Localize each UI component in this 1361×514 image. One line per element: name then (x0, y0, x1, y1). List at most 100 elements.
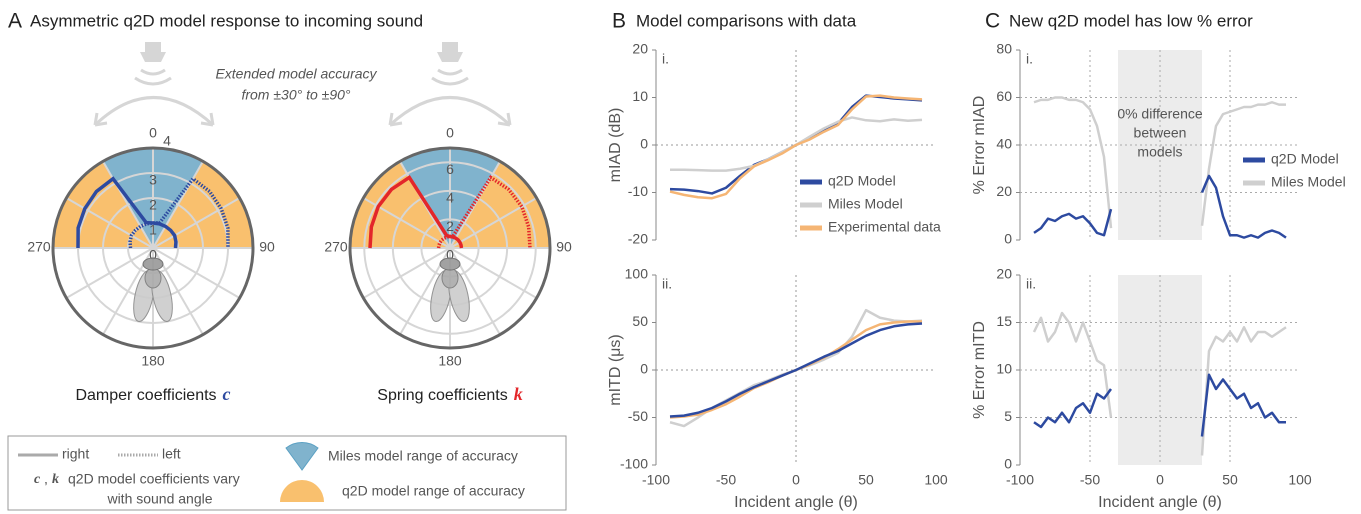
data-line (1033, 96, 1286, 229)
legend-text: q2D model coefficients vary (68, 471, 240, 487)
x-tick-label: 0 (1156, 472, 1164, 488)
legend-text: right (62, 446, 89, 462)
y-tick-label: -50 (628, 408, 648, 424)
panel-tag: ii. (662, 276, 672, 292)
y-tick-label: 60 (996, 88, 1012, 104)
data-line (669, 94, 923, 200)
y-tick-label: -10 (628, 183, 648, 199)
panel-label: C (985, 10, 1000, 33)
data-line (1033, 373, 1286, 437)
legend-label: Experimental data (828, 219, 941, 235)
y-tick-label: 0 (1004, 231, 1012, 247)
y-tick-label: -20 (628, 231, 648, 247)
legend-label: q2D Model (828, 173, 896, 189)
y-axis-label: % Error mITD (971, 321, 988, 419)
y-tick-label: 0 (640, 136, 648, 152)
symbol: k (52, 472, 59, 487)
annotation: between (1134, 125, 1187, 141)
legend-text: left (162, 446, 181, 462)
caption-text: Damper coefficients (75, 387, 216, 404)
radial-tick-label: 0 (149, 247, 157, 263)
angle-label: 180 (438, 353, 462, 369)
y-tick-label: 20 (632, 41, 648, 57)
x-axis-label: Incident angle (θ) (1098, 494, 1222, 511)
x-tick-label: 0 (792, 472, 800, 488)
angle-label: 270 (27, 239, 51, 255)
annotation: 0% difference (1117, 106, 1203, 122)
separator: , (44, 471, 48, 487)
speakers-and-arrows (93, 42, 512, 127)
y-tick-label: 0 (640, 361, 648, 377)
y-tick-label: 5 (1004, 408, 1012, 424)
panel-tag: ii. (1026, 276, 1036, 292)
fly-head (142, 257, 164, 271)
x-tick-label: -50 (716, 472, 736, 488)
legend-text: with sound angle (106, 491, 212, 507)
panel-title: New q2D model has low % error (1009, 11, 1253, 30)
radial-tick-label: 2 (446, 218, 454, 234)
q2d-icon (280, 480, 324, 502)
x-tick-label: -100 (642, 472, 670, 488)
annotation: Extended model accuracy (215, 66, 377, 82)
legend-label: Miles Model (1271, 174, 1346, 190)
annotation: models (1137, 144, 1182, 160)
y-tick-label: -100 (620, 456, 648, 472)
spoke (362, 247, 451, 299)
data-line (1033, 174, 1287, 239)
radial-grid (363, 161, 537, 335)
angle-label: 0 (446, 125, 454, 141)
panel-label: A (8, 10, 22, 33)
radial-tick-label: 0 (446, 247, 454, 263)
radial-grid (391, 189, 509, 307)
legend-text: q2D model range of accuracy (342, 483, 525, 499)
panel-title: Model comparisons with data (636, 11, 857, 30)
polar-frame (348, 146, 552, 350)
data-line (1032, 311, 1287, 456)
radial-tick-label: 4 (163, 133, 171, 149)
caption: Damper coefficients c (75, 384, 230, 404)
polar-frame (51, 146, 255, 350)
angle-label: 0 (149, 125, 157, 141)
x-tick-label: 100 (1288, 472, 1312, 488)
coefficient-curve (368, 175, 464, 249)
miles-icon (285, 442, 319, 471)
panel-tag: i. (662, 51, 669, 67)
y-tick-label: 10 (996, 361, 1012, 377)
symbol: k (514, 384, 523, 404)
y-axis-label: mITD (μs) (607, 334, 624, 405)
angle-label: 180 (141, 353, 165, 369)
x-tick-label: 50 (858, 472, 874, 488)
x-tick-label: -50 (1080, 472, 1100, 488)
x-tick-label: 100 (924, 472, 948, 488)
x-tick-label: 50 (1222, 472, 1238, 488)
y-tick-label: 20 (996, 183, 1012, 199)
symbol: c (34, 472, 41, 487)
coefficient-curve (128, 176, 230, 249)
legend-text: Miles model range of accuracy (328, 448, 518, 464)
radial-tick-label: 1 (149, 222, 157, 238)
legend-label: q2D Model (1271, 151, 1339, 167)
x-tick-label: -100 (1006, 472, 1034, 488)
angle-label: 90 (556, 239, 572, 255)
coefficient-curve (76, 176, 178, 249)
y-axis-label: mIAD (dB) (607, 108, 624, 183)
x-axis-label: Incident angle (θ) (734, 494, 858, 511)
y-tick-label: 100 (625, 266, 649, 282)
y-tick-label: 80 (996, 41, 1012, 57)
spoke (449, 197, 538, 249)
y-axis-label: % Error mIAD (971, 96, 988, 195)
y-tick-label: 40 (996, 136, 1012, 152)
radial-tick-label: 6 (446, 161, 454, 177)
spoke (449, 247, 538, 299)
y-tick-label: 0 (1004, 456, 1012, 472)
panel-tag: i. (1026, 51, 1033, 67)
fly (430, 257, 470, 323)
y-tick-label: 20 (996, 266, 1012, 282)
symbol: c (223, 384, 231, 404)
angle-label: 270 (324, 239, 348, 255)
fly-body (441, 267, 459, 289)
radial-tick-label: 4 (446, 190, 454, 206)
data-line (669, 322, 923, 418)
spoke (449, 160, 501, 249)
